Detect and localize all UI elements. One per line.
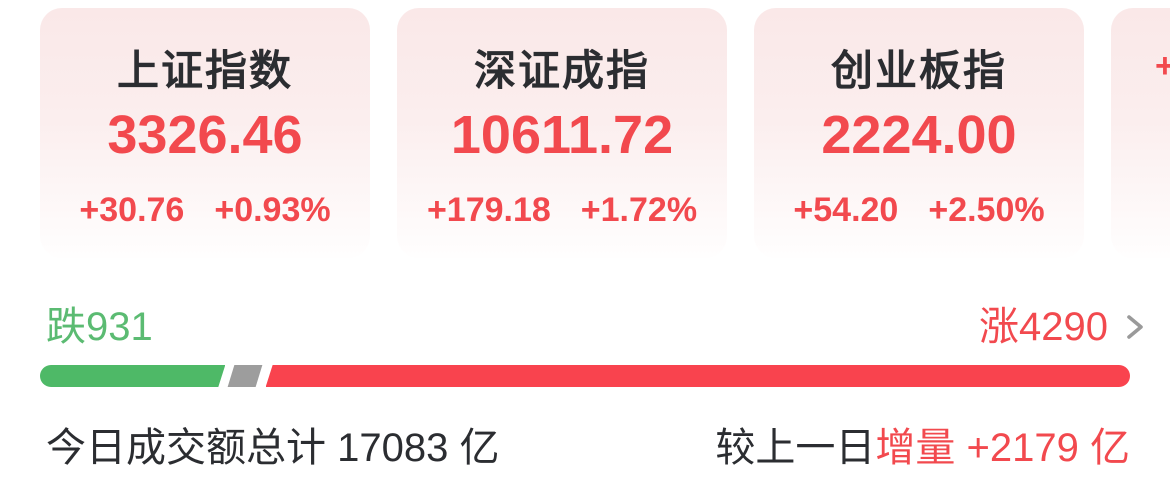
index-change-pct: +0.93%	[214, 191, 331, 229]
breadth-labels-row: 跌931 涨4290	[40, 303, 1143, 351]
turnover-total-text: 今日成交额总计 17083 亿	[46, 426, 500, 470]
comparison-prefix: 较上一日	[715, 426, 876, 470]
index-change: +54.20	[793, 191, 899, 229]
turnover-summary-row: 今日成交额总计 17083 亿 较上一日增量 +2179 亿	[40, 424, 1130, 472]
advancers-link[interactable]: 涨4290	[979, 303, 1143, 351]
index-value: 10611.72	[450, 105, 674, 165]
decliners-label: 跌931	[46, 303, 153, 351]
decliners-word: 跌	[46, 305, 86, 349]
breadth-bar	[40, 365, 1130, 387]
index-card-shenzhen[interactable]: 深证成指 10611.72 +179.18 +1.72%	[397, 8, 727, 258]
index-card-partial[interactable]: +	[1111, 8, 1170, 258]
market-breadth-section: 跌931 涨4290	[40, 303, 1143, 387]
chevron-right-icon	[1122, 310, 1148, 344]
index-change-row: +179.18 +1.72%	[397, 192, 727, 228]
index-change: +179.18	[426, 191, 551, 229]
index-change-row: +54.20 +2.50%	[754, 192, 1084, 228]
index-name: 创业板指	[830, 47, 1007, 94]
index-change: +30.76	[79, 191, 185, 229]
breadth-bar-down	[40, 365, 225, 387]
decliners-count: 931	[86, 305, 153, 349]
index-change: +	[1155, 47, 1170, 85]
breadth-bar-up	[265, 365, 1130, 387]
index-change-pct: +2.50%	[928, 191, 1045, 229]
index-card-chinext[interactable]: 创业板指 2224.00 +54.20 +2.50%	[754, 8, 1084, 258]
advancers-count: 4290	[1019, 305, 1108, 349]
advancers-word: 涨	[979, 305, 1020, 349]
index-card-shanghai[interactable]: 上证指数 3326.46 +30.76 +0.93%	[40, 8, 370, 258]
index-name: 上证指数	[116, 47, 293, 94]
index-change-row: +	[1111, 48, 1170, 84]
breadth-bar-flat	[227, 365, 263, 387]
index-cards-row: 上证指数 3326.46 +30.76 +0.93% 深证成指 10611.72…	[40, 8, 1170, 258]
index-change-pct: +1.72%	[580, 191, 698, 229]
index-value: 3326.46	[107, 105, 303, 165]
comparison-increase: 增量 +2179 亿	[875, 426, 1130, 470]
turnover-comparison-text: 较上一日增量 +2179 亿	[715, 424, 1130, 472]
index-name: 深证成指	[473, 47, 650, 94]
advancers-label: 涨4290	[979, 303, 1108, 351]
index-change-row: +30.76 +0.93%	[40, 192, 370, 228]
index-value: 2224.00	[821, 105, 1017, 165]
